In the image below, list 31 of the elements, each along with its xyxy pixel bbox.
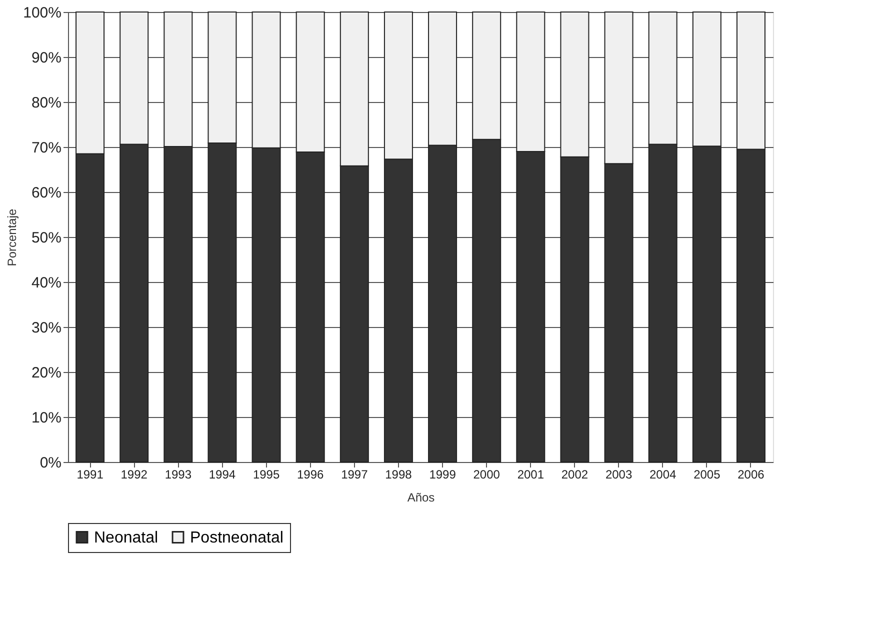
x-tick-label: 1997 — [341, 468, 368, 482]
x-tick-label: 1994 — [208, 468, 236, 482]
x-tick-label: 2002 — [561, 468, 588, 482]
x-axis-title: Años — [407, 490, 435, 504]
x-tick-label: 1995 — [252, 468, 280, 482]
x-tick-label: 2005 — [694, 468, 721, 482]
x-tick-label: 1996 — [296, 468, 324, 482]
y-axis-title: Porcentaje — [5, 208, 20, 266]
y-tick-label: 40% — [31, 274, 62, 292]
y-tick-label: 10% — [31, 410, 62, 426]
x-tick-label: 2006 — [738, 468, 765, 482]
y-tick-label: 80% — [31, 94, 62, 112]
x-tick-label: 1999 — [429, 468, 456, 482]
x-tick-label: 2004 — [649, 468, 677, 482]
y-tick-label: 100% — [23, 4, 62, 22]
y-tick-label: 90% — [31, 50, 62, 66]
x-tick-label: 2000 — [473, 468, 500, 482]
y-tick-label: 20% — [31, 364, 62, 382]
x-tick-label: 2003 — [605, 468, 632, 482]
x-tick-label: 1998 — [385, 468, 412, 482]
x-tick-label: 1993 — [164, 468, 192, 482]
legend-label: Postneonatal — [190, 529, 284, 546]
y-tick-label: 30% — [31, 320, 62, 336]
x-tick-label: 1991 — [76, 468, 104, 482]
x-tick-label: 1992 — [120, 468, 148, 482]
x-tick-label: 2001 — [517, 468, 544, 482]
legend-label: Neonatal — [94, 529, 158, 546]
y-tick-label: 0% — [40, 454, 62, 472]
y-tick-label: 50% — [31, 230, 62, 246]
y-tick-label: 70% — [31, 140, 62, 156]
y-tick-label: 60% — [31, 184, 62, 202]
